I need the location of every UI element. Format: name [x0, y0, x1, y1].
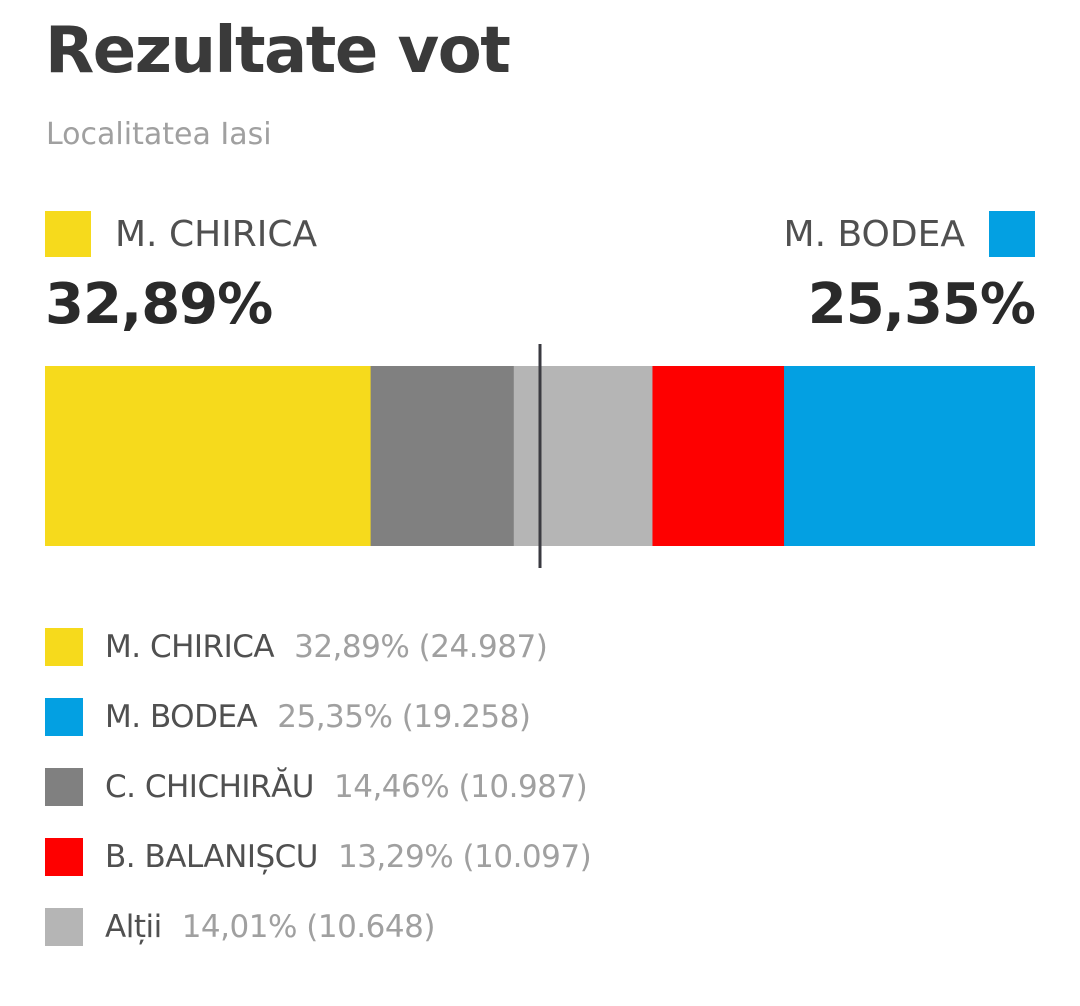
- bar-segment-m-bodea: [784, 366, 1035, 546]
- legend-name: M. CHIRICA: [105, 629, 275, 665]
- leader-left-header: M. CHIRICA: [45, 210, 317, 258]
- legend-value: 32,89% (24.987): [294, 629, 548, 665]
- legend-item-b-balaniscu: B. BALANIȘCU 13,29% (10.097): [45, 822, 592, 892]
- legend-swatch: [45, 768, 83, 806]
- legend: M. CHIRICA 32,89% (24.987) M. BODEA 25,35% …: [45, 612, 592, 962]
- legend-value: 13,29% (10.097): [337, 839, 592, 875]
- leader-right-swatch: [989, 211, 1035, 257]
- legend-item-c-chichirau: C. CHICHIRĂU 14,46% (10.987): [45, 752, 591, 822]
- legend-value: 25,35% (19.258): [277, 699, 531, 735]
- legend-swatch: [45, 838, 83, 876]
- leader-left-swatch: [45, 211, 91, 257]
- bar-segment-m-chirica: [45, 366, 372, 546]
- legend-name: B. BALANIȘCU: [105, 839, 318, 875]
- leader-left-name: M. CHIRICA: [115, 213, 318, 255]
- legend-item-altii: Alții 14,01% (10.648): [45, 892, 591, 962]
- legend-item-m-chirica: M. CHIRICA 32,89% (24.987): [45, 612, 591, 682]
- leader-right-percent: 25,35%: [807, 272, 1036, 337]
- bar-segment-altii: [513, 366, 653, 546]
- legend-swatch: [45, 908, 83, 946]
- leader-left-percent: 32,89%: [45, 272, 273, 337]
- legend-item-m-bodea: M. BODEA 25,35% (19.258): [45, 682, 591, 752]
- legend-value: 14,01% (10.648): [181, 909, 436, 945]
- stacked-bar-chart: [45, 344, 1035, 568]
- bar-segment-c-chichirau: [370, 366, 515, 546]
- legend-swatch: [45, 628, 83, 666]
- legend-name: C. CHICHIRĂU: [105, 769, 315, 805]
- bar-segment-b-balaniscu: [652, 366, 785, 546]
- leader-right-name: M. BODEA: [783, 213, 965, 255]
- leader-right-header: M. BODEA: [784, 210, 1035, 258]
- legend-value: 14,46% (10.987): [334, 769, 588, 805]
- legend-name: Alții: [105, 909, 162, 945]
- chart-subtitle: Localitatea Iasi: [46, 117, 272, 152]
- legend-swatch: [45, 698, 83, 736]
- chart-title: Rezultate vot: [45, 14, 511, 88]
- legend-name: M. BODEA: [105, 699, 258, 735]
